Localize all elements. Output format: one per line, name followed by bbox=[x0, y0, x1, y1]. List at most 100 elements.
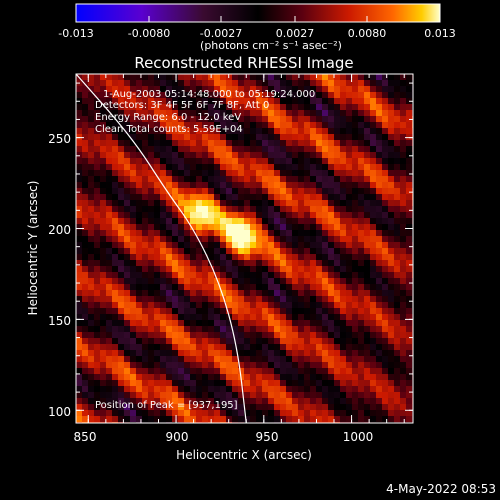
heatmap-cell bbox=[334, 74, 341, 81]
heatmap-cell bbox=[328, 356, 335, 363]
heatmap-cell bbox=[220, 194, 227, 201]
heatmap-cell bbox=[118, 98, 125, 105]
heatmap-cell bbox=[76, 140, 83, 147]
heatmap-cell bbox=[238, 254, 245, 261]
heatmap-cell bbox=[322, 86, 329, 93]
heatmap-cell bbox=[202, 392, 209, 399]
heatmap-cell bbox=[238, 284, 245, 291]
heatmap-cell bbox=[256, 254, 263, 261]
heatmap-cell bbox=[322, 110, 329, 117]
heatmap-cell bbox=[202, 272, 209, 279]
heatmap-cell bbox=[382, 392, 389, 399]
heatmap-cell bbox=[358, 86, 365, 93]
heatmap-cell bbox=[154, 236, 161, 243]
heatmap-cell bbox=[88, 416, 95, 423]
heatmap-cell bbox=[358, 278, 365, 285]
heatmap-cell bbox=[166, 266, 173, 273]
heatmap-cell bbox=[94, 356, 101, 363]
heatmap-cell bbox=[226, 326, 233, 333]
heatmap-cell bbox=[298, 200, 305, 207]
heatmap-cell bbox=[196, 152, 203, 159]
heatmap-cell bbox=[154, 266, 161, 273]
heatmap-cell bbox=[382, 110, 389, 117]
heatmap-cell bbox=[322, 260, 329, 267]
heatmap-cell bbox=[250, 218, 257, 225]
heatmap-cell bbox=[376, 116, 383, 123]
heatmap-cell bbox=[76, 254, 83, 261]
heatmap-cell bbox=[76, 272, 83, 279]
y-tick-label: 250 bbox=[48, 132, 71, 146]
heatmap-cell bbox=[394, 338, 401, 345]
heatmap-cell bbox=[76, 260, 83, 267]
heatmap-cell bbox=[382, 224, 389, 231]
heatmap-cell bbox=[76, 374, 83, 381]
heatmap-cell bbox=[184, 164, 191, 171]
heatmap-cell bbox=[274, 254, 281, 261]
heatmap-cell bbox=[172, 308, 179, 315]
heatmap-cell bbox=[172, 206, 179, 213]
heatmap-cell bbox=[136, 92, 143, 99]
heatmap-cell bbox=[118, 242, 125, 249]
heatmap-cell bbox=[190, 326, 197, 333]
heatmap-cell bbox=[142, 98, 149, 105]
heatmap-cell bbox=[184, 392, 191, 399]
heatmap-cell bbox=[250, 80, 257, 87]
heatmap-cell bbox=[76, 242, 83, 249]
heatmap-cell bbox=[184, 284, 191, 291]
heatmap-cell bbox=[394, 326, 401, 333]
heatmap-cell bbox=[160, 176, 167, 183]
heatmap-cell bbox=[250, 224, 257, 231]
heatmap-cell bbox=[106, 116, 113, 123]
heatmap-cell bbox=[340, 320, 347, 327]
heatmap-cell bbox=[268, 368, 275, 375]
heatmap-cell bbox=[106, 92, 113, 99]
heatmap-cell bbox=[256, 320, 263, 327]
heatmap-cell bbox=[232, 200, 239, 207]
heatmap-cell bbox=[106, 284, 113, 291]
heatmap-cell bbox=[136, 206, 143, 213]
heatmap-cell bbox=[304, 284, 311, 291]
heatmap-cell bbox=[208, 98, 215, 105]
heatmap-cell bbox=[388, 314, 395, 321]
heatmap-cell bbox=[190, 104, 197, 111]
heatmap-cell bbox=[184, 290, 191, 297]
heatmap-cell bbox=[376, 380, 383, 387]
heatmap-cell bbox=[214, 98, 221, 105]
heatmap-cell bbox=[154, 140, 161, 147]
heatmap-cell bbox=[406, 122, 413, 129]
heatmap-cell bbox=[298, 338, 305, 345]
heatmap-cell bbox=[328, 128, 335, 135]
heatmap-cell bbox=[118, 74, 125, 81]
heatmap-cell bbox=[406, 272, 413, 279]
heatmap-cell bbox=[130, 260, 137, 267]
heatmap-cell bbox=[190, 98, 197, 105]
heatmap-cell bbox=[262, 74, 269, 81]
heatmap-cell bbox=[214, 224, 221, 231]
x-tick-label: 850 bbox=[74, 430, 97, 444]
heatmap-cell bbox=[136, 194, 143, 201]
heatmap-cell bbox=[232, 272, 239, 279]
heatmap-cell bbox=[142, 194, 149, 201]
heatmap-cell bbox=[250, 332, 257, 339]
heatmap-cell bbox=[112, 194, 119, 201]
heatmap-cell bbox=[166, 320, 173, 327]
heatmap-cell bbox=[316, 122, 323, 129]
heatmap-cell bbox=[226, 236, 233, 243]
heatmap-cell bbox=[298, 350, 305, 357]
heatmap-cell bbox=[310, 350, 317, 357]
heatmap-cell bbox=[388, 404, 395, 411]
heatmap-cell bbox=[130, 194, 137, 201]
heatmap-cell bbox=[310, 104, 317, 111]
heatmap-cell bbox=[178, 404, 185, 411]
heatmap-cell bbox=[124, 368, 131, 375]
heatmap-cell bbox=[106, 254, 113, 261]
heatmap-cell bbox=[388, 122, 395, 129]
heatmap-cell bbox=[178, 416, 185, 423]
heatmap-cell bbox=[286, 134, 293, 141]
heatmap-cell bbox=[106, 182, 113, 189]
heatmap-cell bbox=[130, 296, 137, 303]
heatmap-cell bbox=[346, 386, 353, 393]
heatmap-cell bbox=[112, 380, 119, 387]
peak-position-label: Position of Peak = [937,195] bbox=[95, 400, 238, 411]
heatmap-cell bbox=[124, 332, 131, 339]
